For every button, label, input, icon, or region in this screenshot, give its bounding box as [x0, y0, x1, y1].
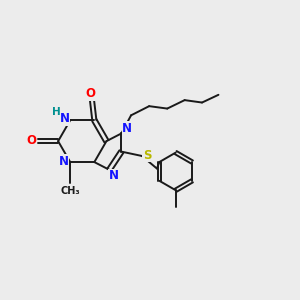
Text: N: N — [122, 122, 132, 135]
Text: N: N — [59, 155, 69, 168]
Text: S: S — [143, 149, 152, 162]
Text: O: O — [85, 87, 95, 100]
Text: CH₃: CH₃ — [60, 186, 80, 196]
Text: N: N — [60, 112, 70, 125]
Text: O: O — [26, 134, 36, 147]
Text: H: H — [52, 107, 60, 117]
Text: N: N — [109, 169, 119, 182]
